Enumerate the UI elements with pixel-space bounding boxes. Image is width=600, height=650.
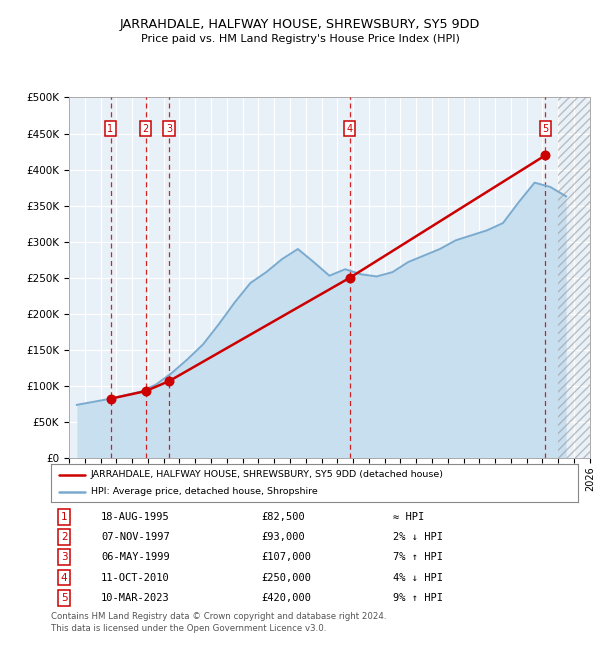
Text: 11-OCT-2010: 11-OCT-2010 [101, 573, 170, 582]
Text: Price paid vs. HM Land Registry's House Price Index (HPI): Price paid vs. HM Land Registry's House … [140, 34, 460, 44]
Text: £420,000: £420,000 [262, 593, 312, 603]
Text: 4: 4 [347, 124, 353, 133]
Text: This data is licensed under the Open Government Licence v3.0.: This data is licensed under the Open Gov… [51, 624, 326, 633]
Text: ≈ HPI: ≈ HPI [394, 512, 425, 522]
Text: 9% ↑ HPI: 9% ↑ HPI [394, 593, 443, 603]
Text: JARRAHDALE, HALFWAY HOUSE, SHREWSBURY, SY5 9DD (detached house): JARRAHDALE, HALFWAY HOUSE, SHREWSBURY, S… [91, 470, 443, 479]
Point [541, 150, 550, 161]
Text: 1: 1 [61, 512, 67, 522]
Text: 2: 2 [61, 532, 67, 542]
Text: 18-AUG-1995: 18-AUG-1995 [101, 512, 170, 522]
Text: 07-NOV-1997: 07-NOV-1997 [101, 532, 170, 542]
Text: 4% ↓ HPI: 4% ↓ HPI [394, 573, 443, 582]
Text: 5: 5 [61, 593, 67, 603]
Text: JARRAHDALE, HALFWAY HOUSE, SHREWSBURY, SY5 9DD: JARRAHDALE, HALFWAY HOUSE, SHREWSBURY, S… [120, 18, 480, 31]
Text: £93,000: £93,000 [262, 532, 305, 542]
Text: 7% ↑ HPI: 7% ↑ HPI [394, 552, 443, 562]
Text: HPI: Average price, detached house, Shropshire: HPI: Average price, detached house, Shro… [91, 488, 317, 497]
Point [141, 386, 151, 396]
Text: 06-MAY-1999: 06-MAY-1999 [101, 552, 170, 562]
Text: 3: 3 [61, 552, 67, 562]
Point [106, 393, 115, 404]
Point [345, 272, 355, 283]
Point [164, 376, 174, 386]
Text: 5: 5 [542, 124, 548, 133]
Text: £107,000: £107,000 [262, 552, 312, 562]
Text: 10-MAR-2023: 10-MAR-2023 [101, 593, 170, 603]
Text: 3: 3 [166, 124, 172, 133]
Text: Contains HM Land Registry data © Crown copyright and database right 2024.: Contains HM Land Registry data © Crown c… [51, 612, 386, 621]
Text: £250,000: £250,000 [262, 573, 312, 582]
Text: 2: 2 [142, 124, 149, 133]
Text: 2% ↓ HPI: 2% ↓ HPI [394, 532, 443, 542]
Text: £82,500: £82,500 [262, 512, 305, 522]
Text: 1: 1 [107, 124, 113, 133]
Text: 4: 4 [61, 573, 67, 582]
Bar [558, 98, 590, 458]
